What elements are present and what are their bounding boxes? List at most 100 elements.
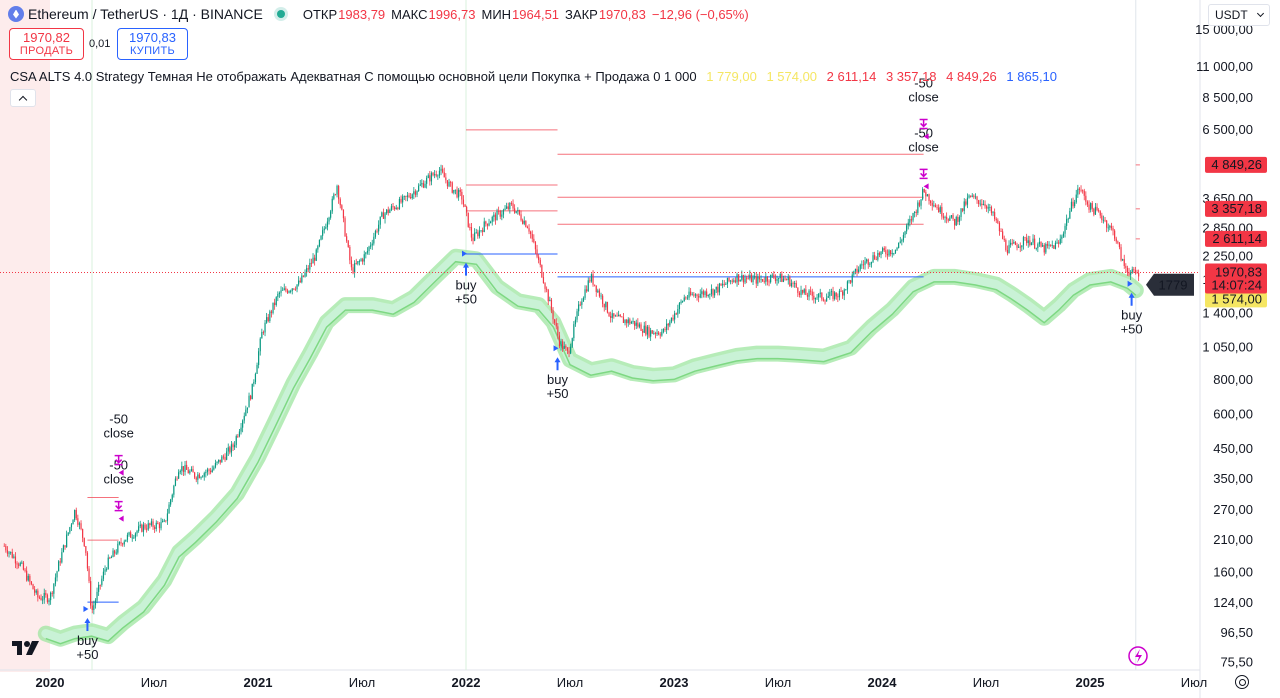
- candle-body: [755, 276, 757, 284]
- candle-body: [253, 381, 255, 384]
- open-label: ОТКР: [302, 6, 338, 22]
- candle-body: [134, 533, 137, 538]
- candle-body: [187, 469, 189, 474]
- price-tick-label: 6 500,00: [1202, 122, 1253, 137]
- candle-body: [435, 174, 437, 176]
- candle-body: [680, 301, 682, 303]
- candle-body: [584, 289, 586, 298]
- candle-body: [1099, 211, 1101, 216]
- candle-body: [958, 217, 961, 222]
- symbol-title[interactable]: Ethereum / TetherUS · 1Д · BINANCE: [28, 6, 263, 22]
- candle-body: [883, 248, 885, 251]
- candle-body: [493, 214, 495, 217]
- candle-body: [1016, 244, 1018, 248]
- candle-body: [674, 313, 676, 320]
- candle-body: [426, 177, 428, 184]
- gear-icon[interactable]: [1235, 675, 1249, 689]
- candle-body: [205, 472, 207, 474]
- candle-body: [1040, 241, 1042, 247]
- candle-body: [645, 325, 647, 335]
- candle-body: [147, 523, 149, 530]
- candle-body: [1059, 238, 1061, 244]
- candle-body: [298, 280, 300, 285]
- candle-body: [662, 328, 665, 332]
- candle-body: [1090, 203, 1092, 210]
- candle-body: [853, 271, 855, 275]
- candle-body: [542, 277, 545, 284]
- tradingview-logo-icon[interactable]: [12, 639, 42, 657]
- candle-body: [614, 315, 617, 317]
- signal-label: -50: [914, 75, 933, 90]
- candle-body: [917, 202, 919, 213]
- candle-body: [814, 297, 817, 300]
- candle-body: [1021, 245, 1023, 248]
- candle-body: [1022, 237, 1025, 246]
- candle-body: [1051, 245, 1053, 247]
- candle-body: [541, 264, 543, 278]
- candle-body: [766, 276, 769, 282]
- candle-body: [800, 289, 802, 296]
- buy-button[interactable]: 1970,83 КУПИТЬ: [117, 28, 188, 60]
- candle-body: [467, 212, 469, 228]
- candle-body: [1010, 242, 1012, 245]
- candle-body: [875, 258, 877, 260]
- price-label-text: 4 849,26: [1211, 157, 1262, 172]
- candle-body: [96, 591, 98, 601]
- candle-body: [531, 233, 533, 239]
- close-value: 1970,83: [598, 6, 646, 22]
- candle-body: [915, 211, 917, 213]
- candle-body: [141, 524, 143, 532]
- candle-body: [222, 456, 225, 458]
- candle-body: [339, 199, 341, 206]
- exit-marker-icon: [923, 133, 929, 140]
- candle-body: [62, 545, 65, 553]
- candle-body: [1045, 244, 1047, 253]
- candle-body: [533, 238, 535, 243]
- candle-body: [242, 420, 244, 428]
- candle-body: [6, 550, 9, 554]
- candle-body: [101, 578, 103, 585]
- strategy-legend[interactable]: CSA ALTS 4.0 Strategy Темная Не отобража…: [10, 69, 1057, 84]
- candle-body: [402, 196, 404, 203]
- currency-select[interactable]: USDT: [1208, 4, 1270, 26]
- candle-body: [1058, 242, 1060, 244]
- candle-body: [173, 485, 175, 495]
- candle-body: [392, 206, 394, 208]
- candle-body: [894, 249, 897, 254]
- candle-body: [181, 466, 183, 471]
- candle-body: [547, 289, 549, 302]
- candle-body: [795, 283, 797, 288]
- high-label: МАКС: [391, 6, 428, 22]
- candle-body: [398, 198, 401, 209]
- candle-body: [891, 253, 893, 255]
- candle-body: [86, 552, 89, 569]
- candle-body: [978, 200, 980, 204]
- candle-body: [1101, 215, 1103, 221]
- candle-body: [418, 185, 420, 191]
- candle-body: [550, 299, 553, 311]
- open-value: 1983,79: [338, 6, 386, 22]
- candle-body: [90, 581, 92, 606]
- time-tick-label: 2021: [244, 675, 273, 690]
- candle-body: [549, 299, 551, 302]
- candle-body: [629, 319, 631, 324]
- candle-body: [517, 210, 519, 212]
- candle-body: [1138, 272, 1140, 277]
- candle-body: [610, 316, 612, 318]
- collapse-legend-button[interactable]: [10, 89, 36, 107]
- candle-body: [672, 317, 674, 320]
- candle-body: [573, 324, 575, 339]
- candle-body: [893, 253, 895, 254]
- candle-body: [907, 222, 909, 226]
- sell-button[interactable]: 1970,82 ПРОДАТЬ: [9, 28, 84, 60]
- candle-body: [125, 539, 127, 542]
- candle-body: [267, 317, 269, 322]
- candle-body: [304, 272, 306, 277]
- candle-body: [621, 316, 623, 318]
- candle-body: [971, 195, 973, 197]
- cursor-value-text: 1779: [1159, 278, 1188, 293]
- candle-body: [528, 228, 530, 232]
- candle-body: [725, 284, 727, 285]
- candle-body: [30, 581, 33, 585]
